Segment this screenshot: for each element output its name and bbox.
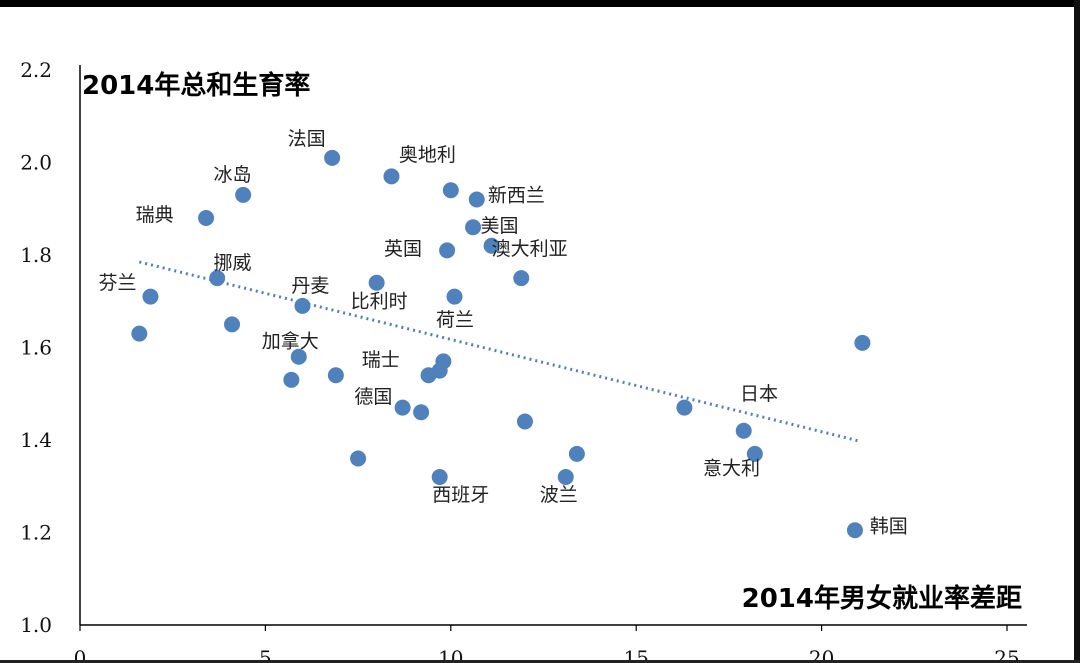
data-point (446, 288, 463, 305)
data-point (394, 399, 411, 416)
y-tick-label: 2.0 (20, 151, 52, 175)
data-point (413, 404, 430, 421)
data-point (846, 522, 863, 539)
y-tick-label: 1.8 (20, 243, 52, 267)
data-point (442, 182, 459, 199)
data-point (294, 297, 311, 314)
data-point (327, 367, 344, 384)
point-label: 波兰 (540, 484, 578, 506)
point-label: 意大利 (703, 458, 760, 480)
point-label: 芬兰 (99, 272, 137, 294)
point-label: 德国 (354, 386, 392, 408)
y-tick-label: 1.4 (20, 428, 52, 452)
right-border (1074, 0, 1080, 663)
data-point (557, 469, 574, 485)
data-point (383, 168, 400, 185)
y-tick-label: 2.2 (20, 58, 52, 82)
data-point (483, 237, 500, 254)
point-label: 瑞士 (362, 349, 400, 371)
data-point (431, 469, 448, 485)
data-point (290, 348, 307, 365)
data-point (568, 445, 585, 462)
y-axis-title: 2014年总和生育率 (82, 70, 310, 101)
data-points (131, 149, 871, 539)
point-label: 冰岛 (213, 164, 251, 186)
data-point (465, 219, 482, 236)
x-tick-label: 15 (623, 646, 648, 663)
data-point (420, 367, 437, 384)
top-border (0, 0, 1080, 7)
point-label: 加拿大 (262, 330, 319, 353)
data-point (131, 325, 148, 342)
point-label: 英国 (384, 238, 422, 260)
x-tick-label: 20 (809, 646, 834, 663)
data-point (735, 422, 752, 439)
point-label: 西班牙 (432, 484, 489, 506)
axes: 1.0 1.2 1.4 1.6 1.8 2.0 2.2 0 5 10 15 20 25 (20, 58, 1027, 663)
data-point (368, 274, 385, 291)
data-point (224, 316, 241, 333)
point-label: 瑞典 (136, 204, 174, 226)
data-point (468, 191, 485, 208)
point-label: 丹麦 (291, 275, 329, 297)
y-tick-label: 1.6 (20, 336, 52, 360)
data-point (746, 445, 763, 462)
data-point (513, 270, 530, 287)
x-tick-label: 0 (74, 646, 87, 663)
point-label: 法国 (288, 128, 326, 150)
point-label: 美国 (480, 215, 518, 237)
data-point (350, 450, 367, 467)
y-tick-label: 1.2 (20, 521, 52, 545)
bottom-border (0, 660, 1080, 663)
data-point (854, 334, 871, 351)
point-label: 荷兰 (436, 309, 474, 331)
point-label: 比利时 (351, 290, 408, 312)
data-point (516, 413, 533, 430)
point-label: 韩国 (870, 516, 908, 538)
x-axis-title: 2014年男女就业率差距 (742, 583, 1022, 614)
data-point (142, 288, 159, 305)
y-tick-label: 1.0 (20, 613, 52, 637)
data-point (439, 242, 456, 259)
x-tick-label: 5 (259, 646, 272, 663)
point-label: 日本 (740, 383, 778, 405)
data-point (198, 210, 215, 226)
x-tick-label: 25 (994, 646, 1019, 663)
data-point (324, 149, 341, 166)
point-label: 奥地利 (399, 144, 456, 166)
point-label: 挪威 (213, 252, 251, 274)
data-point (283, 371, 300, 388)
trendline (138, 260, 860, 443)
data-point (235, 186, 252, 203)
point-label: 新西兰 (488, 184, 545, 206)
data-point (209, 270, 226, 287)
data-point (676, 399, 693, 416)
x-tick-label: 10 (438, 646, 463, 663)
point-label: 澳大利亚 (492, 238, 568, 260)
